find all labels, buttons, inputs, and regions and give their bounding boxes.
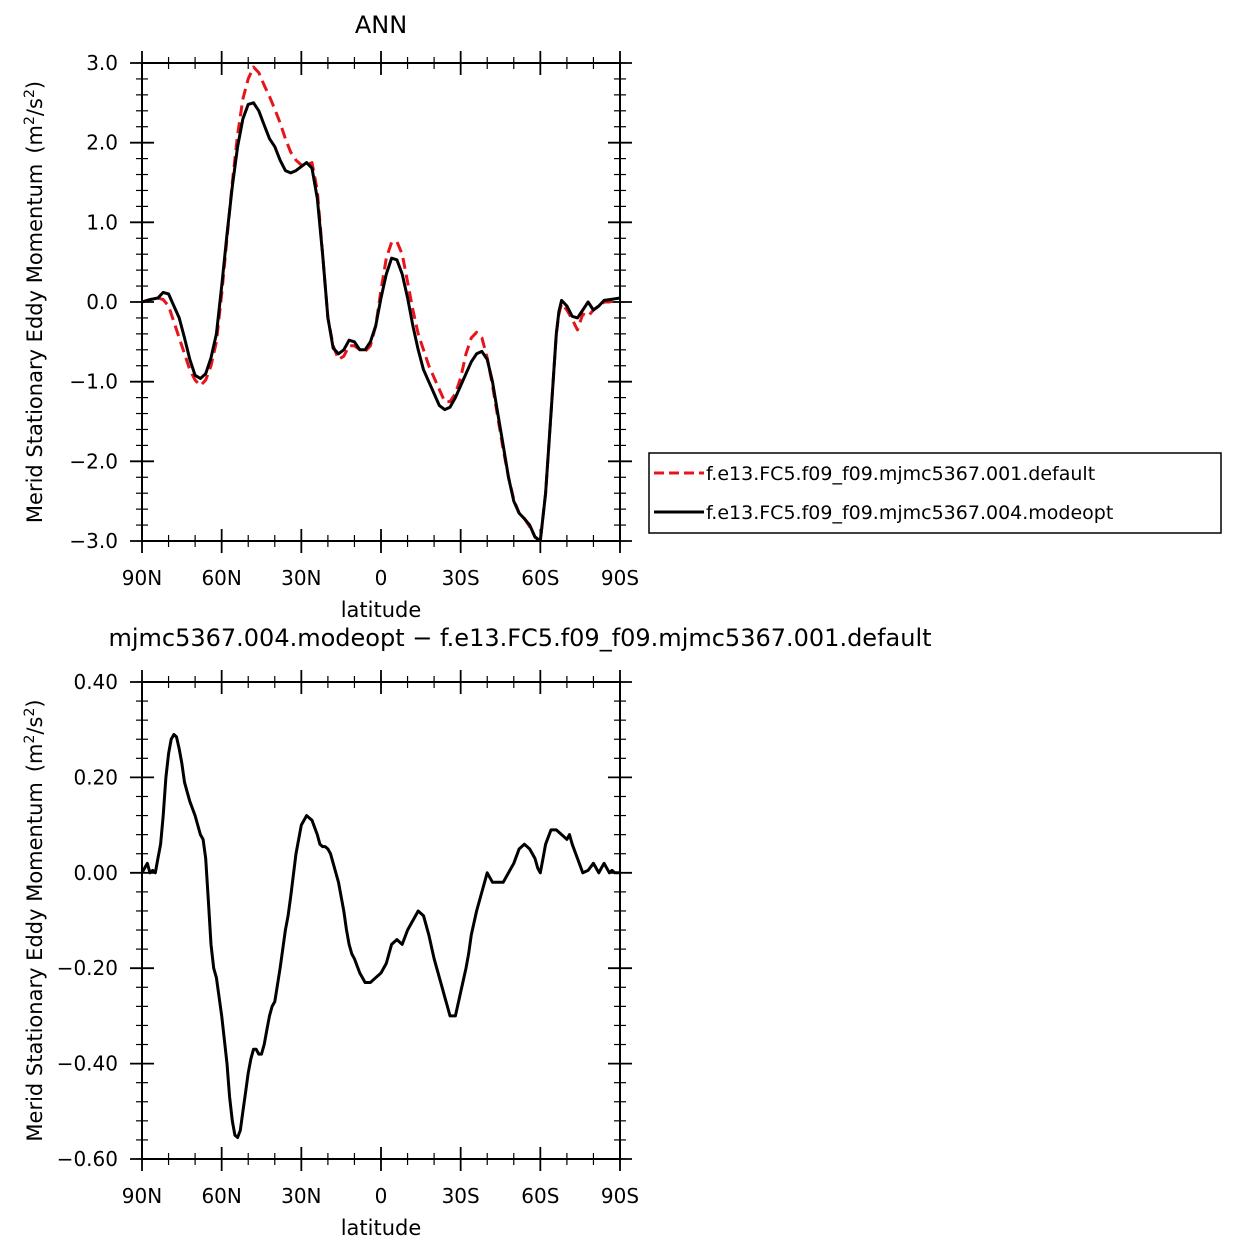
x-tick-label: 30S xyxy=(442,566,480,590)
y-tick-label: −0.20 xyxy=(57,956,118,980)
legend-label-1: f.e13.FC5.f09_f09.mjmc5367.004.modeopt xyxy=(706,502,1113,524)
y-axis-label-part: 2 xyxy=(22,89,38,98)
y-tick-label: 2.0 xyxy=(86,131,118,155)
x-tick-label: 0 xyxy=(375,1184,388,1208)
chart-title: ANN xyxy=(355,11,407,39)
series-line-1 xyxy=(141,101,621,543)
x-tick-label: 30N xyxy=(281,1184,321,1208)
y-tick-label: −3.0 xyxy=(69,529,118,553)
y-axis-label: Merid Stationary Eddy Momentum(m2/s2) xyxy=(22,81,47,523)
x-tick-label: 0 xyxy=(375,566,388,590)
y-tick-label: −2.0 xyxy=(69,449,118,473)
x-tick-label: 30S xyxy=(442,1184,480,1208)
y-tick-label: 0.00 xyxy=(73,861,118,885)
y-axis-label-part: 2 xyxy=(22,116,38,125)
y-tick-label: −1.0 xyxy=(69,370,118,394)
y-axis-label-part: /s xyxy=(23,98,47,116)
y-tick-label: 0.20 xyxy=(73,765,118,789)
plot-frame xyxy=(141,681,621,1160)
y-axis-label-part: /s xyxy=(23,717,47,735)
x-tick-label: 60S xyxy=(521,566,559,590)
x-tick-label: 90N xyxy=(122,1184,162,1208)
legend-box xyxy=(648,452,1222,534)
x-tick-label: 30N xyxy=(281,566,321,590)
y-tick-label: −0.60 xyxy=(57,1147,118,1171)
plot-frame xyxy=(141,62,621,542)
y-tick-label: −0.40 xyxy=(57,1052,118,1076)
y-tick-label: 1.0 xyxy=(86,210,118,234)
y-axis-label-part: (m xyxy=(23,125,47,154)
chart-top: ANN 90N 60N 30N 0 30S 60S 90S 3.0 2.0 1.0 0.0 −1.0 −2… xyxy=(22,11,1222,622)
y-axis-label-part: ) xyxy=(23,81,47,89)
x-tick-label: 90N xyxy=(122,566,162,590)
y-axis-label: Merid Stationary Eddy Momentum(m2/s2) xyxy=(22,699,47,1141)
x-tick-label: 60S xyxy=(521,1184,559,1208)
series-line-0 xyxy=(140,733,620,1139)
chart-title: mjmc5367.004.modeopt − f.e13.FC5.f09_f09… xyxy=(108,624,931,652)
y-axis-label-part: 2 xyxy=(22,735,38,744)
y-axis-label-part: Merid Stationary Eddy Momentum xyxy=(23,164,47,523)
y-axis-label-part: ) xyxy=(23,699,47,707)
x-tick-label: 90S xyxy=(601,1184,639,1208)
y-axis-label-part: (m xyxy=(23,743,47,772)
x-tick-label: 90S xyxy=(601,566,639,590)
y-tick-label: 0.40 xyxy=(73,670,118,694)
chart-bottom: mjmc5367.004.modeopt − f.e13.FC5.f09_f09… xyxy=(22,624,932,1240)
legend-label-0: f.e13.FC5.f09_f09.mjmc5367.001.default xyxy=(706,463,1095,485)
x-axis-label: latitude xyxy=(341,598,422,622)
x-axis-label: latitude xyxy=(341,1216,422,1240)
legend: f.e13.FC5.f09_f09.mjmc5367.001.default f.… xyxy=(648,452,1222,534)
y-tick-label: 0.0 xyxy=(86,290,118,314)
y-axis-label-part: Merid Stationary Eddy Momentum xyxy=(23,782,47,1141)
x-tick-label: 60N xyxy=(201,1184,241,1208)
x-tick-label: 60N xyxy=(201,566,241,590)
y-tick-label: 3.0 xyxy=(86,51,118,75)
y-axis-label-part: 2 xyxy=(22,708,38,717)
